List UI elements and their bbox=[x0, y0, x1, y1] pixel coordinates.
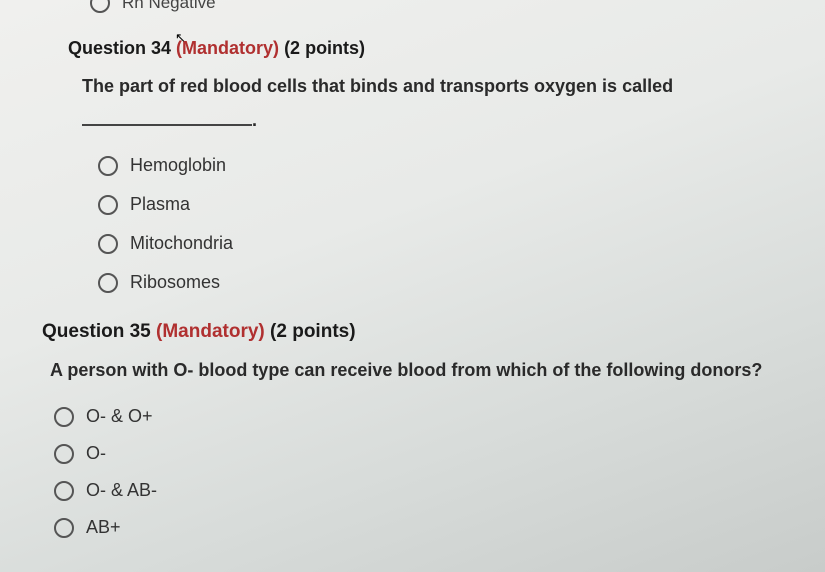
question-35-options: O- & O+ O- O- & AB- AB+ bbox=[54, 406, 795, 538]
radio-icon bbox=[54, 444, 74, 464]
radio-icon bbox=[98, 273, 118, 293]
option-label: Ribosomes bbox=[130, 272, 220, 293]
question-35-number: Question 35 bbox=[42, 321, 151, 342]
question-35-header: Question 35 (Mandatory) (2 points) bbox=[42, 321, 795, 343]
radio-partial[interactable] bbox=[90, 0, 110, 13]
question-34-text: The part of red blood cells that binds a… bbox=[82, 73, 795, 100]
partial-previous-option: Rh Negative bbox=[90, 0, 795, 18]
radio-icon bbox=[98, 195, 118, 215]
option-label: AB+ bbox=[86, 517, 121, 538]
option-label: Plasma bbox=[130, 194, 190, 215]
question-34-mandatory: (Mandatory) bbox=[176, 38, 279, 58]
option-mitochondria[interactable]: Mitochondria bbox=[98, 233, 795, 254]
question-35-text: A person with O- blood type can receive … bbox=[50, 357, 795, 384]
option-plasma[interactable]: Plasma bbox=[98, 194, 795, 215]
option-hemoglobin[interactable]: Hemoglobin bbox=[98, 155, 795, 176]
question-35-mandatory: (Mandatory) bbox=[156, 321, 265, 342]
option-ribosomes[interactable]: Ribosomes bbox=[98, 272, 795, 293]
question-34-blank: . bbox=[68, 110, 795, 131]
question-35-points: (2 points) bbox=[270, 321, 356, 342]
option-label: O- bbox=[86, 443, 106, 464]
question-34-header: Question 34 (Mandatory) (2 points) bbox=[68, 38, 795, 59]
radio-icon bbox=[54, 518, 74, 538]
option-ab-pos[interactable]: AB+ bbox=[54, 517, 795, 538]
quiz-page: Rh Negative ↖ Question 34 (Mandatory) (2… bbox=[0, 0, 825, 538]
option-label: Hemoglobin bbox=[130, 155, 226, 176]
question-34: Question 34 (Mandatory) (2 points) The p… bbox=[68, 38, 795, 293]
option-label: O- & AB- bbox=[86, 480, 157, 501]
question-34-options: Hemoglobin Plasma Mitochondria Ribosomes bbox=[98, 155, 795, 293]
fill-blank-line bbox=[82, 112, 252, 126]
option-label: Mitochondria bbox=[130, 233, 233, 254]
question-34-points: (2 points) bbox=[284, 38, 365, 58]
option-label: O- & O+ bbox=[86, 406, 153, 427]
radio-icon bbox=[54, 481, 74, 501]
radio-icon bbox=[98, 234, 118, 254]
question-34-number: Question 34 bbox=[68, 38, 171, 58]
radio-icon bbox=[54, 407, 74, 427]
radio-icon bbox=[98, 156, 118, 176]
option-o-neg-ab-neg[interactable]: O- & AB- bbox=[54, 480, 795, 501]
question-35: Question 35 (Mandatory) (2 points) A per… bbox=[42, 321, 795, 538]
partial-option-label: Rh Negative bbox=[122, 0, 216, 13]
option-o-neg-o-pos[interactable]: O- & O+ bbox=[54, 406, 795, 427]
option-o-neg[interactable]: O- bbox=[54, 443, 795, 464]
